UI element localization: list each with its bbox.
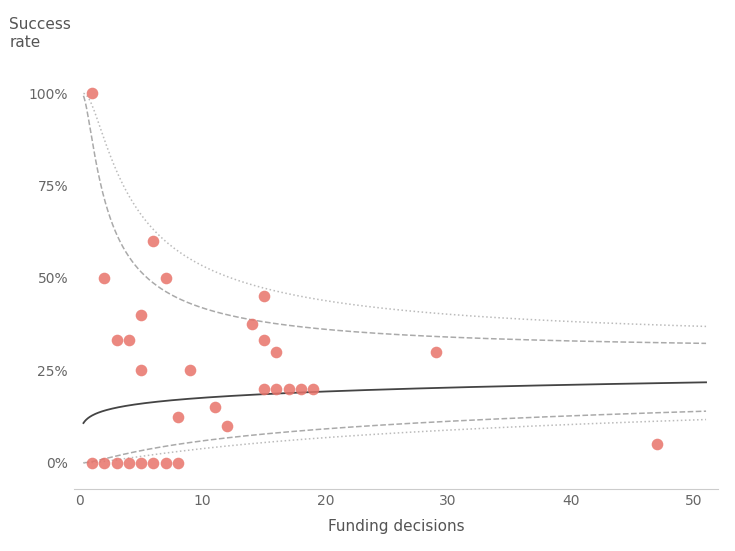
Point (245, 320, 257, 328)
Point (86, 458, 98, 467)
Point (172, 412, 184, 421)
Point (148, 236, 159, 245)
Point (184, 366, 196, 375)
Point (98, 273, 110, 282)
Point (98, 458, 110, 467)
Point (111, 335, 123, 344)
Point (209, 403, 220, 412)
Point (135, 366, 147, 375)
Point (270, 348, 282, 356)
Point (270, 385, 282, 393)
Point (258, 385, 270, 393)
Point (295, 385, 306, 393)
Point (258, 335, 270, 344)
X-axis label: Funding decisions: Funding decisions (328, 520, 465, 534)
Point (651, 440, 663, 449)
Point (123, 458, 135, 467)
Point (148, 458, 159, 467)
Text: Success
rate: Success rate (9, 17, 71, 50)
Point (159, 458, 171, 467)
Point (135, 458, 147, 467)
Point (307, 385, 319, 393)
Point (283, 385, 295, 393)
Point (135, 311, 147, 320)
Point (159, 273, 171, 282)
Point (172, 458, 184, 467)
Point (123, 335, 135, 344)
Point (221, 422, 233, 430)
Point (111, 458, 123, 467)
Point (258, 292, 270, 301)
Point (430, 348, 442, 356)
Point (86, 89, 98, 98)
